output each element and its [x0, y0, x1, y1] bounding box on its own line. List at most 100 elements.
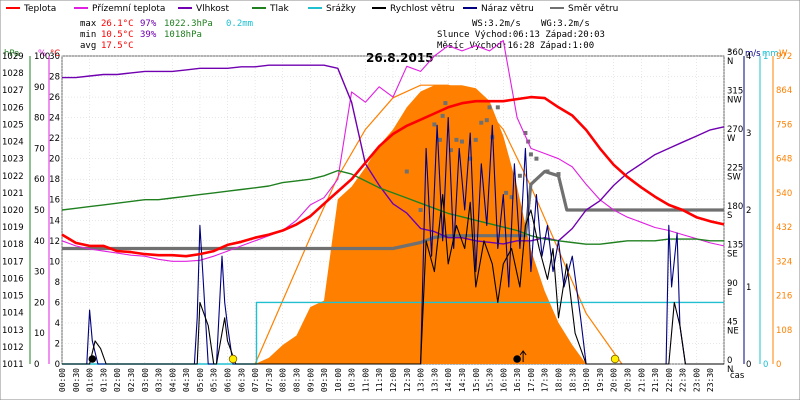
stat-max-humidity: 97% — [140, 19, 157, 29]
chart-title: 26.8.2015 — [366, 51, 434, 65]
stat-min-temp: 10.5°C — [101, 30, 134, 40]
tick-label-time: 22:00 — [665, 368, 674, 392]
tick-label-time: 19:00 — [582, 368, 591, 392]
wind-speed-line — [62, 194, 724, 365]
tick-label-wind: 3 — [746, 129, 751, 139]
tick-label-direction: 270 — [727, 125, 743, 135]
tick-label-temp: 18 — [49, 175, 60, 185]
tick-label-time: 15:30 — [486, 368, 495, 392]
tick-label-direction: 0 — [727, 356, 732, 366]
tick-label-percent: 0 — [34, 360, 39, 370]
tick-label-hpa: 1022 — [2, 172, 24, 182]
tick-label-direction: 315 — [727, 87, 743, 97]
tick-label-time: 23:00 — [692, 368, 701, 392]
tick-label-percent: 40 — [34, 237, 45, 247]
tick-label-wind: 0 — [746, 360, 751, 370]
stat-min-label: min — [80, 30, 96, 40]
wind-direction-point — [473, 137, 478, 142]
stat-wind-gust: WG:3.2m/s — [541, 19, 590, 29]
tick-label-time: 17:00 — [527, 368, 536, 392]
tick-label-time: 11:00 — [361, 368, 370, 392]
sunrise-marker — [228, 354, 238, 364]
tick-label-hpa: 1017 — [2, 257, 24, 267]
tick-label-time: 07:00 — [251, 368, 260, 392]
tick-label-time: 13:00 — [417, 368, 426, 392]
tick-label-solar: 864 — [776, 86, 792, 96]
legend-label: Rychlost větru — [390, 4, 455, 14]
tick-label-solar: 432 — [776, 223, 792, 233]
wind-direction-point — [443, 101, 448, 106]
wind-direction-point — [418, 208, 423, 212]
tick-label-time: 06:00 — [224, 368, 233, 392]
tick-label-temp: 24 — [49, 114, 60, 124]
tick-label-time: 09:30 — [320, 368, 329, 392]
tick-label-hpa: 1020 — [2, 206, 24, 216]
tick-label-compass: SE — [727, 250, 738, 260]
tick-label-compass: SW — [727, 173, 741, 183]
wind-direction-point — [509, 195, 514, 200]
wind-direction-point — [523, 131, 528, 135]
tick-label-solar: 756 — [776, 120, 792, 130]
tick-label-time: 16:00 — [499, 368, 508, 392]
tick-label-time: 08:00 — [279, 368, 288, 392]
tick-label-time: 19:30 — [596, 368, 605, 392]
tick-label-solar: 216 — [776, 292, 792, 302]
tick-label-time: 02:00 — [113, 368, 122, 392]
stat-max-label: max — [80, 19, 97, 29]
tick-label-compass: W — [727, 134, 736, 144]
stat-min-humidity: 39% — [140, 30, 157, 40]
tick-label-compass: NE — [727, 327, 739, 337]
tick-label-direction: 180 — [727, 202, 743, 212]
tick-label-time: 16:30 — [513, 368, 522, 392]
tick-label-percent: 60 — [34, 175, 45, 185]
tick-label-percent: 80 — [34, 114, 45, 124]
tick-label-temp: 12 — [49, 237, 60, 247]
tick-label-percent: 70 — [34, 144, 45, 154]
wind-direction-point — [534, 156, 539, 161]
stat-moon-times: Měsíc Východ:16:28 Západ:1:00 — [437, 41, 594, 51]
tick-label-hpa: 1026 — [2, 103, 24, 113]
tick-label-hpa: 1011 — [2, 360, 24, 370]
tick-label-time: 00:00 — [58, 368, 67, 392]
wind-direction-point — [495, 105, 500, 110]
tick-label-hpa: 1025 — [2, 120, 24, 130]
stat-avg-label: avg — [80, 41, 96, 51]
wind-direction-point — [448, 148, 453, 153]
legend-label: Náraz větru — [481, 4, 534, 14]
tick-label-time: 23:30 — [706, 368, 715, 392]
plot-area — [61, 40, 725, 365]
legend: Teplota Přízemní teplota Vlhkost Tlak Srážky… — [6, 4, 618, 14]
axis-title-solar: W — [779, 49, 788, 59]
tick-label-hpa: 1024 — [2, 138, 24, 148]
wind-direction-line — [62, 169, 724, 251]
tick-label-time: 09:00 — [306, 368, 315, 392]
tick-label-rain: 0 — [763, 360, 768, 370]
legend-label: Směr větru — [568, 4, 618, 14]
tick-label-temp: 0 — [55, 360, 60, 370]
tick-label-direction: 135 — [727, 241, 743, 251]
tick-label-percent: 20 — [34, 298, 45, 308]
tick-label-percent: 50 — [34, 206, 45, 216]
tick-label-hpa: 1019 — [2, 223, 24, 233]
moon-set-marker — [88, 355, 97, 363]
tick-label-temp: 14 — [49, 216, 60, 226]
tick-label-hpa: 1013 — [2, 326, 24, 336]
wind-direction-point — [504, 190, 509, 195]
tick-label-compass: N — [727, 365, 733, 375]
axis-title-rain: mm — [762, 49, 779, 59]
tick-label-time: 04:30 — [182, 368, 191, 392]
stat-max-rain: 0.2mm — [226, 19, 253, 29]
wind-direction-point — [432, 122, 437, 127]
tick-label-direction: 225 — [727, 164, 743, 174]
axis-title-percent: % — [38, 49, 46, 59]
axis-title-hpa: hPa — [4, 49, 19, 59]
tick-label-hpa: 1018 — [2, 240, 24, 250]
legend-label: Tlak — [269, 4, 290, 14]
tick-label-time: 03:30 — [155, 368, 164, 392]
tick-label-percent: 90 — [34, 83, 45, 93]
tick-label-solar: 324 — [776, 257, 792, 267]
tick-label-time: 08:30 — [292, 368, 301, 392]
stat-max-temp: 26.1°C — [101, 19, 134, 29]
tick-label-temp: 16 — [49, 196, 60, 206]
